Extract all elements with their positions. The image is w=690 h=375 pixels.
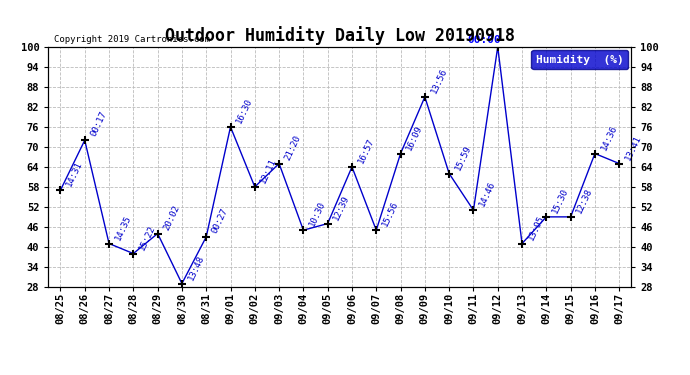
- Text: 10:30: 10:30: [308, 200, 327, 228]
- Text: 21:20: 21:20: [284, 133, 303, 161]
- Text: 14:31: 14:31: [65, 160, 84, 188]
- Text: 12:39: 12:39: [332, 193, 351, 221]
- Text: 16:30: 16:30: [235, 96, 254, 125]
- Text: 15:30: 15:30: [551, 186, 570, 215]
- Text: 14:46: 14:46: [477, 180, 497, 208]
- Text: 13:05: 13:05: [526, 213, 546, 242]
- Text: 12:38: 12:38: [575, 186, 594, 215]
- Text: 13:56: 13:56: [429, 66, 448, 95]
- Legend: Humidity  (%): Humidity (%): [531, 50, 628, 69]
- Title: Outdoor Humidity Daily Low 20190918: Outdoor Humidity Daily Low 20190918: [165, 26, 515, 45]
- Text: 13:41: 13:41: [623, 133, 643, 161]
- Text: 00:27: 00:27: [210, 207, 230, 235]
- Text: 20:02: 20:02: [161, 203, 181, 231]
- Text: 14:36: 14:36: [599, 123, 619, 152]
- Text: 16:57: 16:57: [356, 136, 375, 165]
- Text: Copyright 2019 Cartronics.com: Copyright 2019 Cartronics.com: [54, 36, 210, 45]
- Text: 00:17: 00:17: [89, 110, 108, 138]
- Text: 12:11: 12:11: [259, 156, 279, 185]
- Text: 00:00: 00:00: [467, 35, 501, 45]
- Text: 13:48: 13:48: [186, 253, 206, 281]
- Text: 14:35: 14:35: [113, 213, 132, 242]
- Text: 15:22: 15:22: [137, 223, 157, 251]
- Text: 16:09: 16:09: [405, 123, 424, 152]
- Text: 15:59: 15:59: [453, 143, 473, 171]
- Text: 15:56: 15:56: [380, 200, 400, 228]
